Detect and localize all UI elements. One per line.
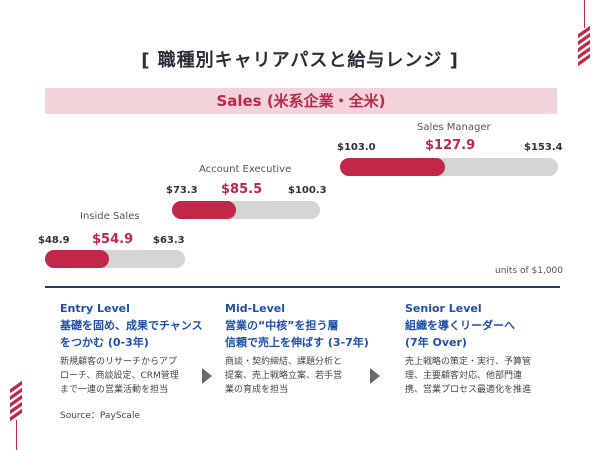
level-desc-senior-1: 売上戦略の策定・実行、予算管 — [405, 357, 532, 367]
role-max-sales-manager: $153.4 — [524, 142, 563, 153]
range-fill-account-executive — [172, 201, 236, 219]
range-bar-sales-manager — [340, 158, 558, 176]
range-fill-inside-sales — [45, 250, 110, 268]
level-desc-senior: 売上戦略の策定・実行、予算管 理、主要顧客対応、他部門連 携、営業プロセス最適化… — [405, 355, 531, 397]
section-divider — [45, 286, 560, 288]
level-title-mid: Mid-Level — [225, 302, 286, 315]
role-label-inside-sales: Inside Sales — [80, 211, 140, 222]
role-median-inside-sales: $54.9 — [92, 232, 134, 247]
role-max-inside-sales: $63.3 — [153, 235, 185, 246]
level-heading-mid: Mid-Level 営業の“中核”を担う層 信頼で売上を伸ばす (3-7年) — [225, 300, 369, 351]
page-title: [ 職種別キャリアパスと給与レンジ ] — [141, 50, 459, 71]
source-note: Source：PayScale — [60, 411, 140, 421]
level-tagline-mid-2: 信頼で売上を伸ばす (3-7年) — [225, 336, 369, 349]
level-desc-entry-2: ローチ、商談設定、CRM管理 — [60, 371, 179, 381]
level-tagline-entry-2: をつかむ (0-3年) — [60, 336, 149, 349]
category-banner: Sales (米系企業・全米) — [45, 88, 557, 114]
level-desc-mid-2: 提案、売上戦略立案、若手営 — [225, 371, 343, 381]
decor-stripes-bottom-left — [10, 380, 22, 422]
decor-line-bottom-left — [16, 420, 17, 450]
level-desc-entry-1: 新規顧客のリサーチからアプ — [60, 357, 178, 367]
role-min-account-executive: $73.3 — [166, 185, 198, 196]
decor-line-top-right — [584, 0, 585, 28]
arrow-right-icon — [370, 368, 380, 384]
level-tagline-senior-2: (7年 Over) — [405, 336, 467, 349]
level-tagline-senior-1: 組織を導くリーダーへ — [405, 319, 515, 332]
role-label-account-executive: Account Executive — [199, 164, 292, 175]
level-desc-entry-3: まで一連の営業活動を担当 — [60, 385, 169, 395]
range-bar-account-executive — [172, 201, 320, 219]
level-desc-senior-3: 携、営業プロセス最適化を推進 — [405, 385, 532, 395]
level-heading-entry: Entry Level 基礎を固め、成果でチャンス をつかむ (0-3年) — [60, 300, 203, 351]
level-tagline-mid-1: 営業の“中核”を担う層 — [225, 319, 339, 332]
level-desc-mid-3: 業の育成を担当 — [225, 385, 289, 395]
range-fill-sales-manager — [340, 158, 445, 176]
range-bar-inside-sales — [45, 250, 185, 268]
role-median-account-executive: $85.5 — [221, 182, 263, 197]
level-desc-senior-2: 理、主要顧客対応、他部門連 — [405, 371, 523, 381]
role-min-inside-sales: $48.9 — [38, 235, 70, 246]
level-title-senior: Senior Level — [405, 302, 482, 315]
role-min-sales-manager: $103.0 — [337, 142, 376, 153]
level-desc-mid: 商談・契約締結、課題分析と 提案、売上戦略立案、若手営 業の育成を担当 — [225, 355, 342, 397]
role-max-account-executive: $100.3 — [288, 185, 327, 196]
level-desc-entry: 新規顧客のリサーチからアプ ローチ、商談設定、CRM管理 まで一連の営業活動を担… — [60, 355, 179, 397]
units-note: units of $1,000 — [495, 266, 564, 276]
level-tagline-entry-1: 基礎を固め、成果でチャンス — [60, 319, 203, 332]
role-median-sales-manager: $127.9 — [425, 138, 476, 153]
level-title-entry: Entry Level — [60, 302, 130, 315]
arrow-right-icon — [202, 368, 212, 384]
level-desc-mid-1: 商談・契約締結、課題分析と — [225, 357, 343, 367]
level-heading-senior: Senior Level 組織を導くリーダーへ (7年 Over) — [405, 300, 515, 351]
role-label-sales-manager: Sales Manager — [417, 122, 491, 133]
